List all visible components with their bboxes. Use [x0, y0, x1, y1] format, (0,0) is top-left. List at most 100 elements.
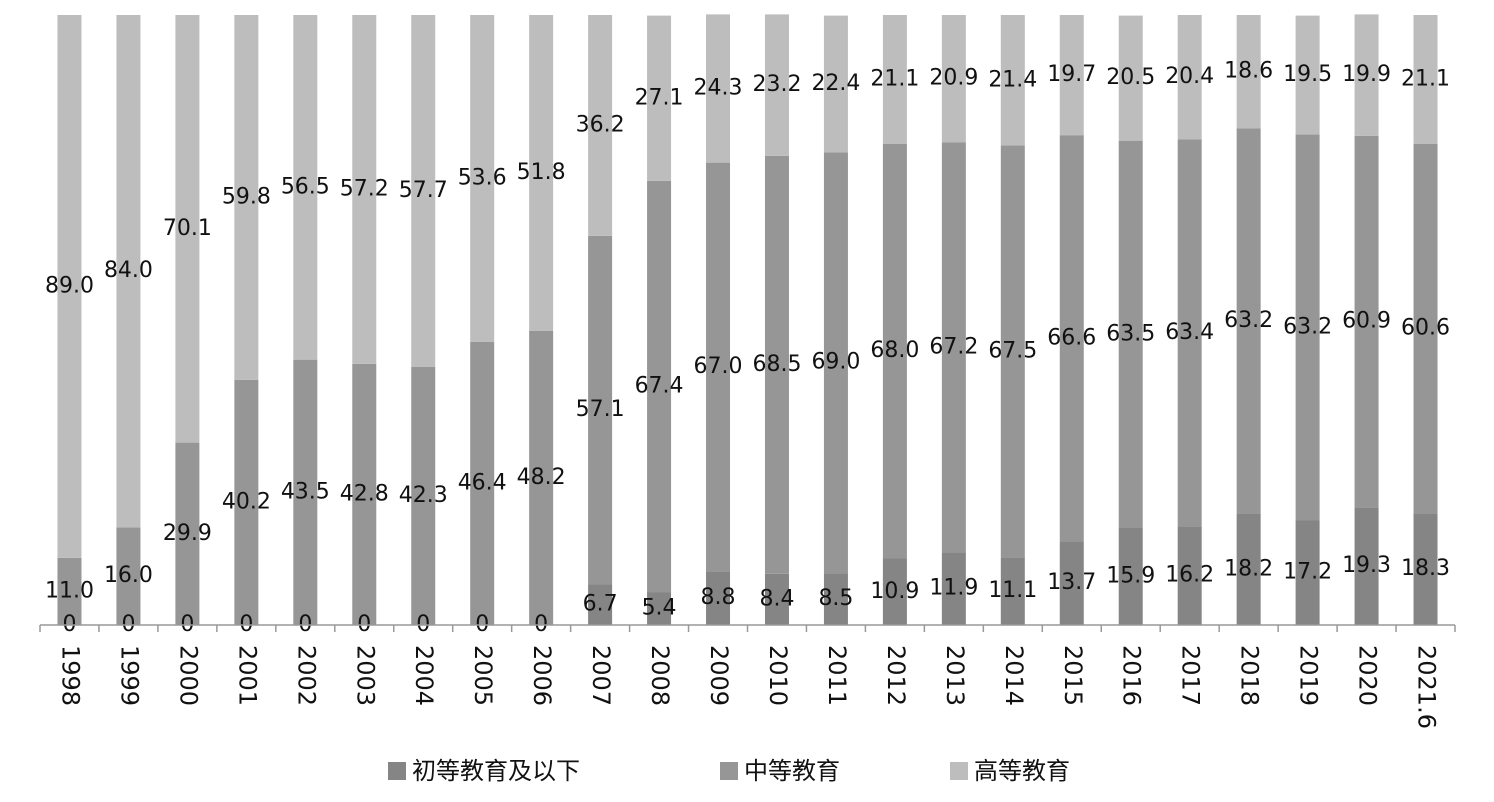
bar-segment	[647, 592, 672, 625]
value-label: 63.2	[1283, 314, 1332, 339]
value-label: 17.2	[1283, 560, 1332, 585]
value-label: 57.2	[340, 176, 389, 201]
x-tick-label: 2017	[1177, 645, 1205, 706]
bar-segment	[293, 359, 318, 625]
bar-segment	[823, 15, 848, 153]
bar-segment	[882, 15, 907, 144]
bar-segment	[1413, 143, 1438, 514]
x-tick-label: 2004	[410, 645, 438, 706]
value-label: 63.2	[1224, 308, 1273, 333]
value-label: 21.1	[870, 66, 919, 91]
bar-segment	[882, 558, 907, 625]
bar-segment	[1000, 145, 1025, 558]
x-tick-label: 2007	[587, 645, 615, 706]
bar-segment	[764, 155, 789, 574]
bar-segment	[823, 573, 848, 625]
bar-segment	[588, 235, 613, 585]
value-label: 11.9	[929, 576, 978, 601]
value-label: 22.4	[811, 71, 860, 96]
value-label: 63.5	[1106, 321, 1155, 346]
value-label: 18.6	[1224, 59, 1273, 84]
bar-segment	[352, 15, 377, 364]
bar-segment	[1118, 15, 1143, 141]
x-tick-label: 2011	[823, 645, 851, 706]
bar-segment	[764, 573, 789, 625]
x-tick-label: 2015	[1059, 645, 1087, 706]
bar-segment	[1413, 513, 1438, 625]
bar-segment	[1236, 15, 1261, 129]
value-label: 10.9	[870, 579, 919, 604]
x-tick-label: 2013	[941, 645, 969, 706]
value-label: 18.3	[1401, 556, 1450, 581]
value-label: 11.1	[988, 578, 1037, 603]
value-label: 24.3	[694, 76, 743, 101]
x-tick-label: 2002	[292, 645, 320, 706]
legend-label: 高等教育	[974, 757, 1070, 785]
value-label: 84.0	[104, 258, 153, 283]
legend-swatch	[388, 762, 406, 780]
bar-segment	[1295, 520, 1320, 625]
bar-segment	[647, 15, 672, 181]
bar-segment	[1177, 526, 1202, 625]
value-label: 21.4	[988, 67, 1037, 92]
bar-segment	[1354, 14, 1379, 136]
value-label: 20.4	[1165, 64, 1214, 89]
bar-segment	[941, 15, 966, 143]
bar-segment	[234, 379, 259, 625]
value-label: 23.2	[752, 72, 801, 97]
bar-segment	[1059, 15, 1084, 136]
value-label: 20.5	[1106, 65, 1155, 90]
bar-segment	[175, 442, 200, 625]
x-tick-label: 2010	[764, 645, 792, 706]
value-label: 21.1	[1401, 66, 1450, 91]
value-label: 67.0	[694, 354, 743, 379]
value-label: 5.4	[642, 596, 677, 621]
bar-segment	[588, 584, 613, 625]
x-tick-label: 2009	[705, 645, 733, 706]
x-tick-label: 2006	[528, 645, 556, 706]
bar-segment	[823, 152, 848, 574]
value-label: 56.5	[281, 174, 330, 199]
bar-segment	[1059, 541, 1084, 625]
value-label: 6.7	[583, 592, 618, 617]
x-tick-label: 2016	[1118, 645, 1146, 706]
x-tick-label: 2005	[469, 645, 497, 706]
value-label: 43.5	[281, 479, 330, 504]
value-label: 48.2	[517, 465, 566, 490]
value-label: 89.0	[45, 273, 94, 298]
value-label: 69.0	[811, 350, 860, 375]
x-tick-label: 2000	[174, 645, 202, 706]
value-label: 63.4	[1165, 320, 1214, 345]
value-label: 68.5	[752, 352, 801, 377]
value-label: 27.1	[635, 85, 684, 110]
value-label: 51.8	[517, 160, 566, 185]
bar-segment	[470, 341, 495, 625]
bar-segment	[1000, 15, 1025, 146]
bar-segment	[1059, 135, 1084, 542]
bar-segment	[116, 527, 141, 625]
value-label: 67.5	[988, 338, 1037, 363]
bar-segment	[1236, 513, 1261, 625]
value-label: 8.5	[818, 586, 853, 611]
value-label: 36.2	[576, 112, 625, 137]
value-label: 19.5	[1283, 62, 1332, 87]
bar-segment	[1177, 139, 1202, 527]
value-label: 46.4	[458, 470, 507, 495]
value-label: 66.6	[1047, 325, 1096, 350]
value-label: 57.1	[576, 397, 625, 422]
bar-segment	[1000, 557, 1025, 625]
value-label: 67.4	[635, 373, 684, 398]
x-tick-label: 1999	[115, 645, 143, 706]
x-tick-label: 2012	[882, 645, 910, 706]
x-tick-label: 2021.6	[1413, 645, 1441, 729]
legend-swatch	[950, 762, 968, 780]
bar-segment	[1118, 528, 1143, 625]
value-label: 70.1	[163, 216, 212, 241]
bar-segment	[411, 366, 436, 625]
bar-segment	[411, 15, 436, 367]
bar-segment	[1177, 15, 1202, 140]
legend-swatch	[720, 762, 738, 780]
value-label: 57.7	[399, 178, 448, 203]
value-label: 16.0	[104, 563, 153, 588]
